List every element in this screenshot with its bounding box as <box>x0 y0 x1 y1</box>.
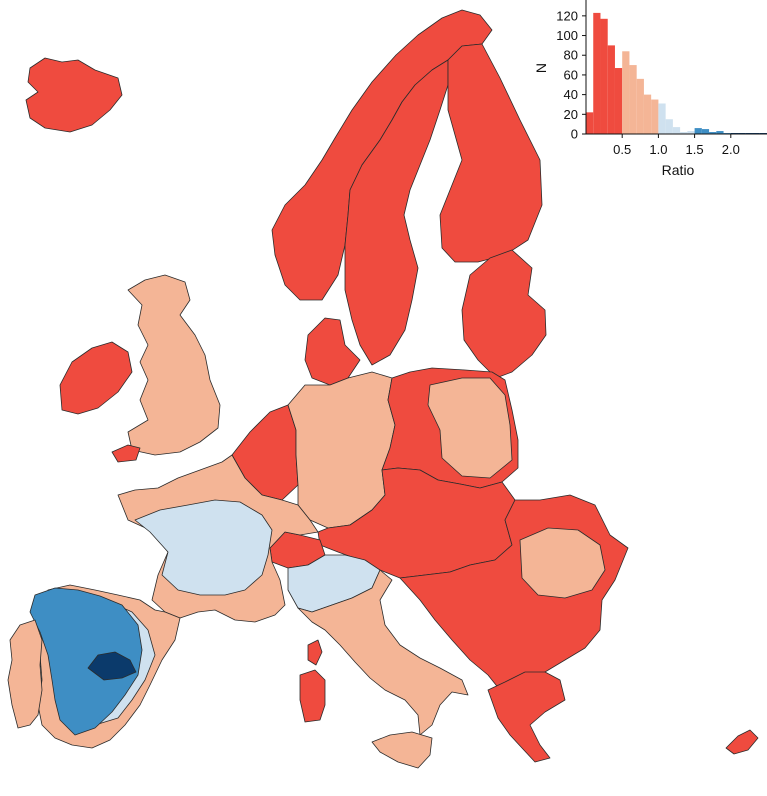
region-united-kingdom <box>127 274 221 456</box>
region-poland-interior <box>427 377 513 479</box>
y-tick-label: 80 <box>564 48 578 63</box>
histogram-bar <box>672 127 681 134</box>
y-ticks: 0 20 40 60 80 100 120 <box>556 8 586 142</box>
region-baltics <box>461 249 547 379</box>
region-italy <box>297 569 469 736</box>
histogram-bar <box>636 78 644 134</box>
histogram-bar <box>607 45 615 135</box>
y-tick-label: 20 <box>564 107 578 122</box>
y-tick-label: 60 <box>564 67 578 82</box>
region-cyprus <box>725 729 759 755</box>
x-ticks: 0.5 1.0 1.5 2.0 <box>613 134 740 157</box>
region-iceland <box>25 57 123 133</box>
region-romania-interior <box>519 527 606 599</box>
region-madrid <box>87 651 137 681</box>
histogram-bar <box>643 94 652 134</box>
region-ireland <box>59 341 133 415</box>
histogram-bar <box>687 131 695 134</box>
histogram-bar <box>701 129 710 134</box>
histogram-bars <box>586 12 767 135</box>
histogram-bar <box>709 132 717 134</box>
y-tick-label: 40 <box>564 87 578 102</box>
y-tick-label: 100 <box>556 28 578 43</box>
histogram-bar <box>614 68 623 134</box>
histogram-bar <box>665 119 673 134</box>
histogram-bar <box>622 51 630 134</box>
region-corsica <box>307 639 323 666</box>
x-axis-title: Ratio <box>662 162 695 178</box>
histogram-bar <box>593 12 601 135</box>
histogram-bar <box>600 18 608 134</box>
region-denmark <box>304 317 361 386</box>
histogram-bar <box>680 132 688 134</box>
histogram-bar <box>651 99 659 134</box>
region-spain-meseta <box>29 587 143 736</box>
region-finland <box>439 43 543 263</box>
histogram-bar <box>716 131 724 134</box>
region-portugal <box>7 619 43 729</box>
x-tick-label: 1.5 <box>686 142 704 157</box>
region-sweden <box>344 59 449 366</box>
region-sicily <box>371 731 433 769</box>
region-sardinia <box>299 669 326 723</box>
region-wales <box>111 444 141 463</box>
histogram-bar <box>586 112 594 134</box>
y-tick-label: 120 <box>556 8 578 23</box>
region-france-central <box>134 499 273 596</box>
histogram-bar <box>629 65 637 134</box>
x-tick-label: 2.0 <box>722 142 740 157</box>
x-tick-label: 1.0 <box>649 142 667 157</box>
histogram-bar <box>658 103 666 134</box>
x-tick-label: 0.5 <box>613 142 631 157</box>
y-tick-label: 0 <box>571 127 578 142</box>
histogram-bar <box>694 128 702 134</box>
region-greece <box>487 671 566 763</box>
y-axis-title: N <box>533 63 549 73</box>
